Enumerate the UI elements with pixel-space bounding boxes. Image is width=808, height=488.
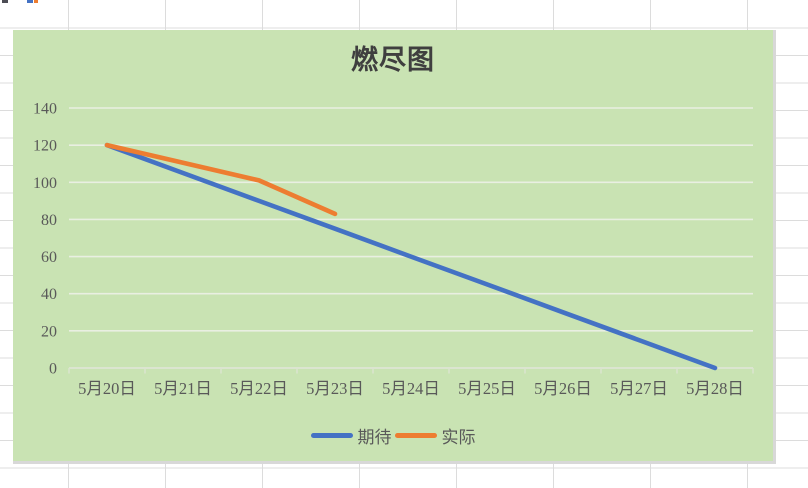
y-tick-label: 100 bbox=[33, 175, 57, 192]
y-tick-label: 120 bbox=[33, 138, 57, 155]
burndown-chart[interactable]: 燃尽图 0 20 40 60 80 100 120 140 5月20日 5月21日 5月22日 5月2… bbox=[13, 30, 776, 464]
x-tick-label: 5月26日 bbox=[534, 379, 592, 398]
chart-legend[interactable]: 期待 实际 bbox=[13, 422, 773, 448]
y-tick-label: 140 bbox=[33, 101, 57, 118]
x-tick-label: 5月28日 bbox=[686, 379, 744, 398]
clipped-cell-content bbox=[2, 0, 8, 3]
x-tick-label: 5月27日 bbox=[610, 379, 668, 398]
x-axis[interactable] bbox=[68, 367, 754, 374]
y-tick-label: 0 bbox=[49, 361, 57, 378]
x-tick-label: 5月23日 bbox=[306, 379, 364, 398]
legend-label: 实际 bbox=[441, 427, 476, 447]
legend-item[interactable]: 期待 bbox=[310, 423, 392, 448]
chart-title[interactable]: 燃尽图 bbox=[351, 45, 435, 75]
legend-item[interactable]: 实际 bbox=[394, 423, 476, 448]
x-axis-labels[interactable]: 5月20日 5月21日 5月22日 5月23日 5月24日 5月25日 5月26日 5月27日… bbox=[78, 379, 744, 398]
y-axis-labels[interactable]: 0 20 40 60 80 100 120 140 bbox=[33, 101, 57, 378]
y-tick-label: 40 bbox=[41, 286, 57, 303]
clipped-cell-content bbox=[34, 0, 38, 3]
series-line-实际[interactable] bbox=[104, 142, 338, 217]
x-tick-label: 5月20日 bbox=[78, 379, 136, 398]
y-tick-label: 20 bbox=[41, 323, 57, 340]
gridlines bbox=[69, 107, 753, 369]
x-tick-label: 5月21日 bbox=[154, 379, 212, 398]
x-tick-label: 5月25日 bbox=[458, 379, 516, 398]
x-tick-label: 5月22日 bbox=[230, 379, 288, 398]
x-tick-label: 5月24日 bbox=[382, 379, 440, 398]
legend-line-swatch bbox=[394, 432, 437, 438]
clipped-cell-content bbox=[27, 0, 33, 3]
y-tick-label: 80 bbox=[41, 212, 57, 229]
legend-label: 期待 bbox=[357, 427, 392, 447]
series-line-期待[interactable] bbox=[104, 142, 718, 371]
y-tick-label: 60 bbox=[41, 249, 57, 266]
legend-line-swatch bbox=[310, 432, 353, 438]
